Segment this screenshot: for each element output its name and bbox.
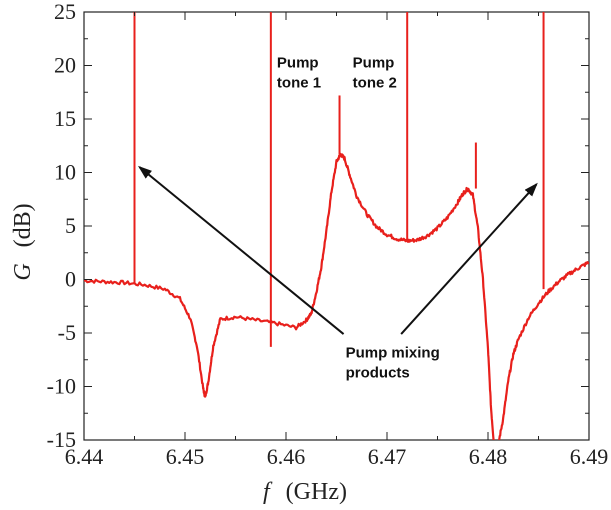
annotation-line: products	[346, 365, 410, 382]
curve-layer	[84, 152, 589, 440]
annotation-arrows	[138, 165, 538, 335]
annotation-line: tone 2	[353, 75, 397, 92]
y-axis-symbol: G	[10, 263, 36, 280]
y-tick-label: 10	[54, 160, 76, 185]
annotation-line: Pump mixing	[346, 345, 440, 362]
x-tick-label: 6.45	[166, 444, 205, 469]
y-tick-label: 25	[54, 0, 76, 24]
annotation-label: Pump tone 1	[277, 55, 321, 92]
annotation-line: Pump	[353, 55, 395, 72]
pump-spikes	[133, 12, 545, 347]
annotation-label: Pump tone 2	[353, 55, 397, 92]
y-tick-label: -5	[58, 320, 76, 345]
x-tick-label: 6.44	[65, 444, 104, 469]
annotation-line: Pump	[277, 55, 319, 72]
y-tick-label: 5	[65, 213, 76, 238]
x-axis-unit: (GHz)	[286, 479, 347, 505]
x-axis-label: f (GHz)	[263, 479, 347, 505]
y-tick-label: -10	[47, 374, 76, 399]
y-tick-label: 15	[54, 106, 76, 131]
gain-curve	[84, 152, 589, 440]
x-tick-label: 6.46	[267, 444, 306, 469]
annotations: Pump tone 1 Pump tone 2 Pump mixing products	[277, 55, 440, 382]
y-tick-label: 0	[65, 267, 76, 292]
x-tick-label: 6.48	[469, 444, 508, 469]
x-tick-label: 6.47	[368, 444, 407, 469]
plot-area	[83, 11, 590, 441]
y-axis-unit: (dB)	[10, 203, 36, 247]
annotation-arrow	[400, 182, 538, 335]
x-tick-label: 6.49	[570, 444, 609, 469]
x-axis-symbol: f	[263, 479, 273, 505]
y-axis-label: G (dB)	[10, 203, 36, 280]
y-tick-label: 20	[54, 53, 76, 78]
annotation-line: tone 1	[277, 75, 321, 92]
axis-ticks: 6.44 6.45 6.46 6.47 6.48 6.49 -15 -10 -5 0 5 10 15 20…	[47, 0, 609, 469]
y-tick-label: -15	[47, 427, 76, 452]
annotation-arrow	[138, 165, 345, 335]
annotation-label: Pump mixing products	[346, 345, 440, 382]
